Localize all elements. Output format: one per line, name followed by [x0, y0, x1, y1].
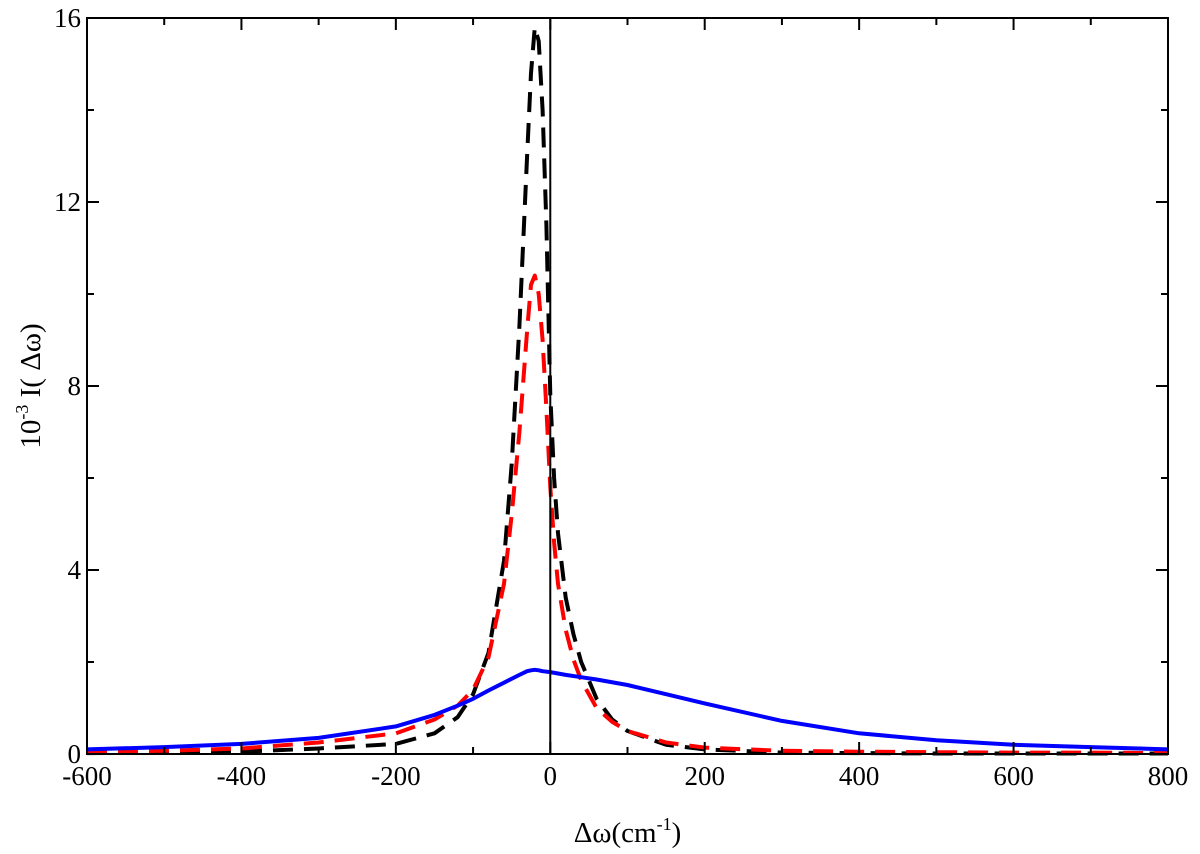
y-axis-title-main: 10: [15, 420, 47, 449]
x-axis-title-tail: ): [672, 817, 682, 849]
x-tick-label: -200: [371, 761, 421, 791]
y-tick-label: 16: [54, 3, 81, 33]
x-tick-label: 800: [1148, 761, 1189, 791]
y-axis-title: 10-3 I( Δω): [12, 323, 47, 448]
y-tick-label: 0: [68, 739, 82, 769]
x-axis-title-sup: -1: [657, 814, 672, 834]
label-layer: -600 -400 -200 0 200 400 600 800 0 4 8 12 16: [54, 3, 1188, 791]
x-tick-label: 0: [544, 761, 558, 791]
x-tick-label: 600: [993, 761, 1034, 791]
x-axis-title-main: Δω(cm: [574, 817, 657, 849]
x-tick-label: 200: [684, 761, 725, 791]
y-axis-title-tail: I( Δω): [15, 323, 47, 404]
x-tick-label: -400: [217, 761, 267, 791]
y-tick-label: 12: [54, 187, 81, 217]
series-line-2: [86, 273, 1169, 756]
y-axis-title-sup: -3: [12, 405, 32, 420]
x-tick-label: -600: [62, 761, 112, 791]
y-tick-label: 4: [68, 555, 82, 585]
series-layer: [86, 25, 1169, 756]
tick-layer: [86, 17, 1169, 755]
x-axis-title: Δω(cm-1): [574, 814, 682, 849]
y-tick-label: 8: [68, 371, 82, 401]
series-line-3: [86, 667, 1169, 752]
x-tick-label: 400: [839, 761, 880, 791]
